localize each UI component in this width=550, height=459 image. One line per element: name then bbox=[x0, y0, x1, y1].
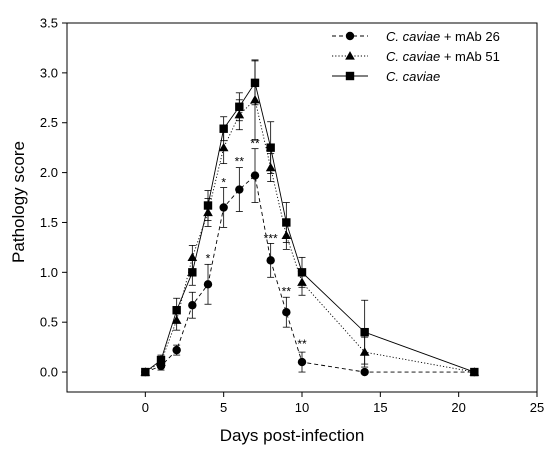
data-point-mab26 bbox=[235, 185, 244, 194]
legend-marker bbox=[345, 31, 355, 41]
data-point-ccav bbox=[470, 367, 479, 377]
y-tick-label: 0.5 bbox=[40, 315, 58, 330]
data-point-mab26 bbox=[266, 256, 275, 265]
x-tick-label: 15 bbox=[373, 400, 387, 415]
legend-label: C. caviae bbox=[386, 69, 440, 84]
x-tick-label: 10 bbox=[295, 400, 309, 415]
data-point-ccav bbox=[250, 78, 260, 88]
data-point-mab26 bbox=[188, 301, 197, 310]
data-point-ccav bbox=[219, 124, 228, 133]
data-point-mab26 bbox=[219, 203, 228, 212]
significance-label: * bbox=[221, 176, 226, 190]
data-point-ccav bbox=[235, 102, 244, 111]
data-point-ccav bbox=[360, 327, 369, 337]
y-tick-label: 2.5 bbox=[40, 115, 58, 130]
data-point-mab26 bbox=[282, 308, 291, 317]
legend-label-suffix: + mAb 51 bbox=[440, 49, 500, 64]
significance-label: ** bbox=[235, 155, 245, 169]
legend-item-ccav: C. caviae bbox=[332, 69, 440, 84]
x-tick-label: 0 bbox=[142, 400, 149, 415]
y-tick-label: 1.5 bbox=[40, 215, 58, 230]
legend-label-italic: C. caviae bbox=[386, 49, 440, 64]
data-point-ccav bbox=[156, 355, 166, 365]
data-point-ccav bbox=[266, 143, 275, 152]
y-tick-label: 0.0 bbox=[40, 365, 58, 380]
data-point-mab26 bbox=[172, 345, 181, 355]
data-point-mab26 bbox=[297, 357, 307, 367]
x-axis-label: Days post-infection bbox=[220, 426, 365, 445]
significance-label: ** bbox=[297, 337, 307, 351]
data-point-mab26 bbox=[360, 367, 369, 377]
y-tick-label: 3.5 bbox=[40, 16, 58, 31]
y-tick-label: 2.0 bbox=[40, 165, 58, 180]
x-tick-label: 20 bbox=[451, 400, 465, 415]
legend-label: C. caviae + mAb 51 bbox=[386, 49, 500, 64]
legend-item-mab51: C. caviae + mAb 51 bbox=[332, 49, 500, 64]
legend-label-italic: C. caviae bbox=[386, 69, 440, 84]
legend: C. caviae + mAb 26C. caviae + mAb 51C. c… bbox=[332, 29, 500, 84]
data-point-ccav bbox=[282, 218, 291, 227]
significance-label: ** bbox=[282, 284, 292, 298]
legend-item-mab26: C. caviae + mAb 26 bbox=[332, 29, 500, 44]
significance-label: *** bbox=[264, 231, 278, 245]
data-point-ccav bbox=[172, 306, 181, 315]
data-point-mab26 bbox=[203, 280, 213, 289]
x-tick-label: 25 bbox=[530, 400, 544, 415]
series-ccav bbox=[141, 60, 479, 377]
legend-label-italic: C. caviae bbox=[386, 29, 440, 44]
x-tick-label: 5 bbox=[220, 400, 227, 415]
legend-marker bbox=[345, 51, 355, 60]
legend-marker bbox=[345, 71, 355, 81]
data-point-ccav bbox=[188, 268, 197, 277]
significance-label: ** bbox=[250, 137, 260, 151]
y-tick-label: 3.0 bbox=[40, 65, 58, 80]
data-point-ccav bbox=[203, 201, 213, 210]
data-point-ccav bbox=[297, 268, 307, 277]
data-point-ccav bbox=[141, 367, 150, 377]
data-point-mab51 bbox=[218, 142, 229, 152]
data-point-mab26 bbox=[250, 171, 260, 180]
legend-label: C. caviae + mAb 26 bbox=[386, 29, 500, 44]
legend-label-suffix: + mAb 26 bbox=[440, 29, 500, 44]
y-tick-label: 1.0 bbox=[40, 265, 58, 280]
data-point-mab51 bbox=[187, 252, 198, 261]
significance-label: * bbox=[206, 251, 211, 265]
y-axis-label: Pathology score bbox=[9, 141, 28, 263]
